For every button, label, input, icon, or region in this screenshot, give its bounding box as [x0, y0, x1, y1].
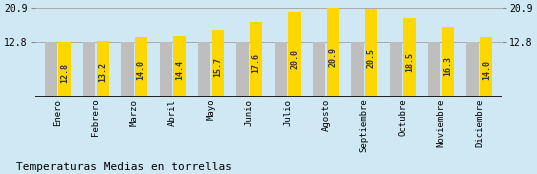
Bar: [212, 30, 224, 97]
Bar: [390, 42, 402, 97]
Bar: [442, 27, 454, 97]
Bar: [288, 12, 301, 97]
Bar: [97, 41, 109, 97]
Text: 14.0: 14.0: [137, 60, 146, 80]
Bar: [466, 42, 478, 97]
Bar: [351, 42, 364, 97]
Bar: [121, 42, 134, 97]
Bar: [403, 18, 416, 97]
Text: 20.0: 20.0: [290, 49, 299, 69]
Bar: [250, 22, 263, 97]
Text: 18.5: 18.5: [405, 52, 414, 72]
Text: Temperaturas Medias en torrellas: Temperaturas Medias en torrellas: [16, 162, 232, 172]
Bar: [159, 42, 172, 97]
Bar: [313, 42, 325, 97]
Text: 16.3: 16.3: [444, 56, 453, 76]
Bar: [274, 42, 287, 97]
Bar: [59, 42, 71, 97]
Bar: [83, 42, 95, 97]
Text: 17.6: 17.6: [252, 53, 261, 73]
Bar: [365, 9, 378, 97]
Bar: [236, 42, 249, 97]
Bar: [428, 42, 440, 97]
Bar: [173, 36, 186, 97]
Text: 14.4: 14.4: [175, 60, 184, 80]
Text: 15.7: 15.7: [213, 57, 222, 77]
Bar: [198, 42, 210, 97]
Bar: [480, 37, 492, 97]
Bar: [45, 42, 57, 97]
Text: 13.2: 13.2: [98, 62, 107, 82]
Bar: [327, 8, 339, 97]
Bar: [135, 37, 147, 97]
Text: 14.0: 14.0: [482, 60, 491, 80]
Text: 20.9: 20.9: [329, 47, 337, 67]
Text: 20.5: 20.5: [367, 48, 376, 68]
Text: 12.8: 12.8: [60, 63, 69, 83]
